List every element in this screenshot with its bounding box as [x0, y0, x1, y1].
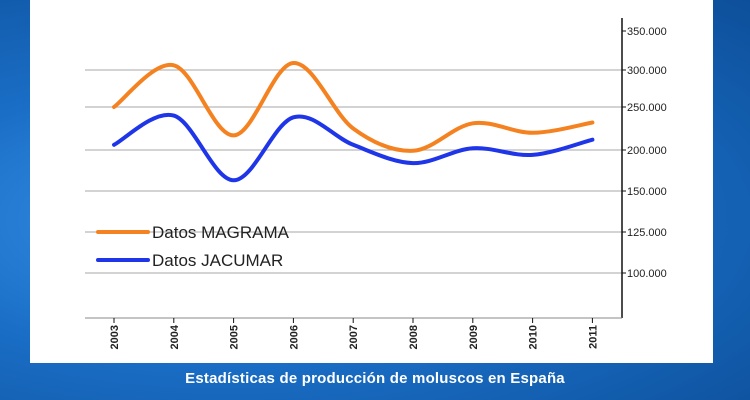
- x-tick-label: 2008: [408, 325, 420, 349]
- series-lines: [112, 60, 595, 183]
- x-tick-label: 2005: [229, 325, 241, 349]
- x-tick-label: 2003: [109, 325, 121, 349]
- y-tick-label: 125.000: [627, 227, 667, 239]
- legend-label: Datos MAGRAMA: [152, 223, 290, 242]
- y-axis-ticks: 350.000 300.000 250.000 200.000 150.000 125.0…: [622, 26, 667, 280]
- gridlines: [85, 69, 622, 274]
- chart-panel: [30, 0, 713, 363]
- x-axis-ticks: 2003 2004 2005 2006 2007 2008 2009 2010 2011: [109, 318, 599, 349]
- y-tick-label: 250.000: [627, 102, 667, 114]
- y-tick-label: 100.000: [627, 268, 667, 280]
- x-tick-label: 2006: [288, 325, 300, 349]
- line-chart: 350.000 300.000 250.000 200.000 150.000 125.0…: [85, 18, 667, 349]
- x-tick-label: 2011: [587, 325, 599, 349]
- legend-label: Datos JACUMAR: [152, 251, 283, 270]
- chart-caption: Estadísticas de producción de moluscos e…: [185, 370, 565, 387]
- x-tick-label: 2007: [348, 325, 360, 349]
- series-line-jacumar: [112, 112, 595, 183]
- series-line-magrama: [112, 60, 595, 153]
- x-tick-label: 2010: [528, 325, 540, 349]
- legend: Datos MAGRAMA Datos JACUMAR: [96, 223, 290, 270]
- y-tick-label: 300.000: [627, 65, 667, 77]
- y-tick-label: 350.000: [627, 26, 667, 38]
- x-tick-label: 2009: [468, 325, 480, 349]
- y-tick-label: 200.000: [627, 145, 667, 157]
- x-tick-label: 2004: [169, 324, 181, 349]
- y-tick-label: 150.000: [627, 186, 667, 198]
